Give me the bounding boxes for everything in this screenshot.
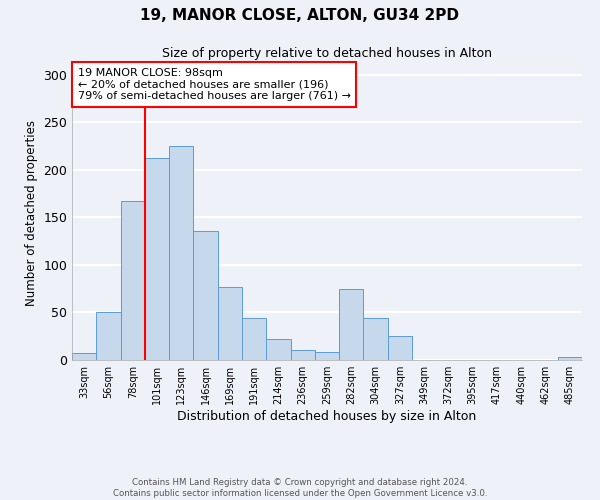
Bar [169,146,193,360]
Bar [315,352,339,360]
Bar [339,288,364,360]
Bar [290,350,315,360]
Bar [266,339,290,360]
Text: Contains HM Land Registry data © Crown copyright and database right 2024.
Contai: Contains HM Land Registry data © Crown c… [113,478,487,498]
Bar [388,336,412,360]
Bar [558,357,582,360]
Text: 19 MANOR CLOSE: 98sqm
← 20% of detached houses are smaller (196)
79% of semi-det: 19 MANOR CLOSE: 98sqm ← 20% of detached … [77,68,350,101]
Title: Size of property relative to detached houses in Alton: Size of property relative to detached ho… [162,46,492,60]
Bar [364,318,388,360]
Bar [218,286,242,360]
X-axis label: Distribution of detached houses by size in Alton: Distribution of detached houses by size … [178,410,476,423]
Y-axis label: Number of detached properties: Number of detached properties [25,120,38,306]
Bar [96,312,121,360]
Bar [121,201,145,360]
Bar [72,354,96,360]
Bar [193,230,218,360]
Text: 19, MANOR CLOSE, ALTON, GU34 2PD: 19, MANOR CLOSE, ALTON, GU34 2PD [140,8,460,22]
Bar [145,158,169,360]
Bar [242,318,266,360]
